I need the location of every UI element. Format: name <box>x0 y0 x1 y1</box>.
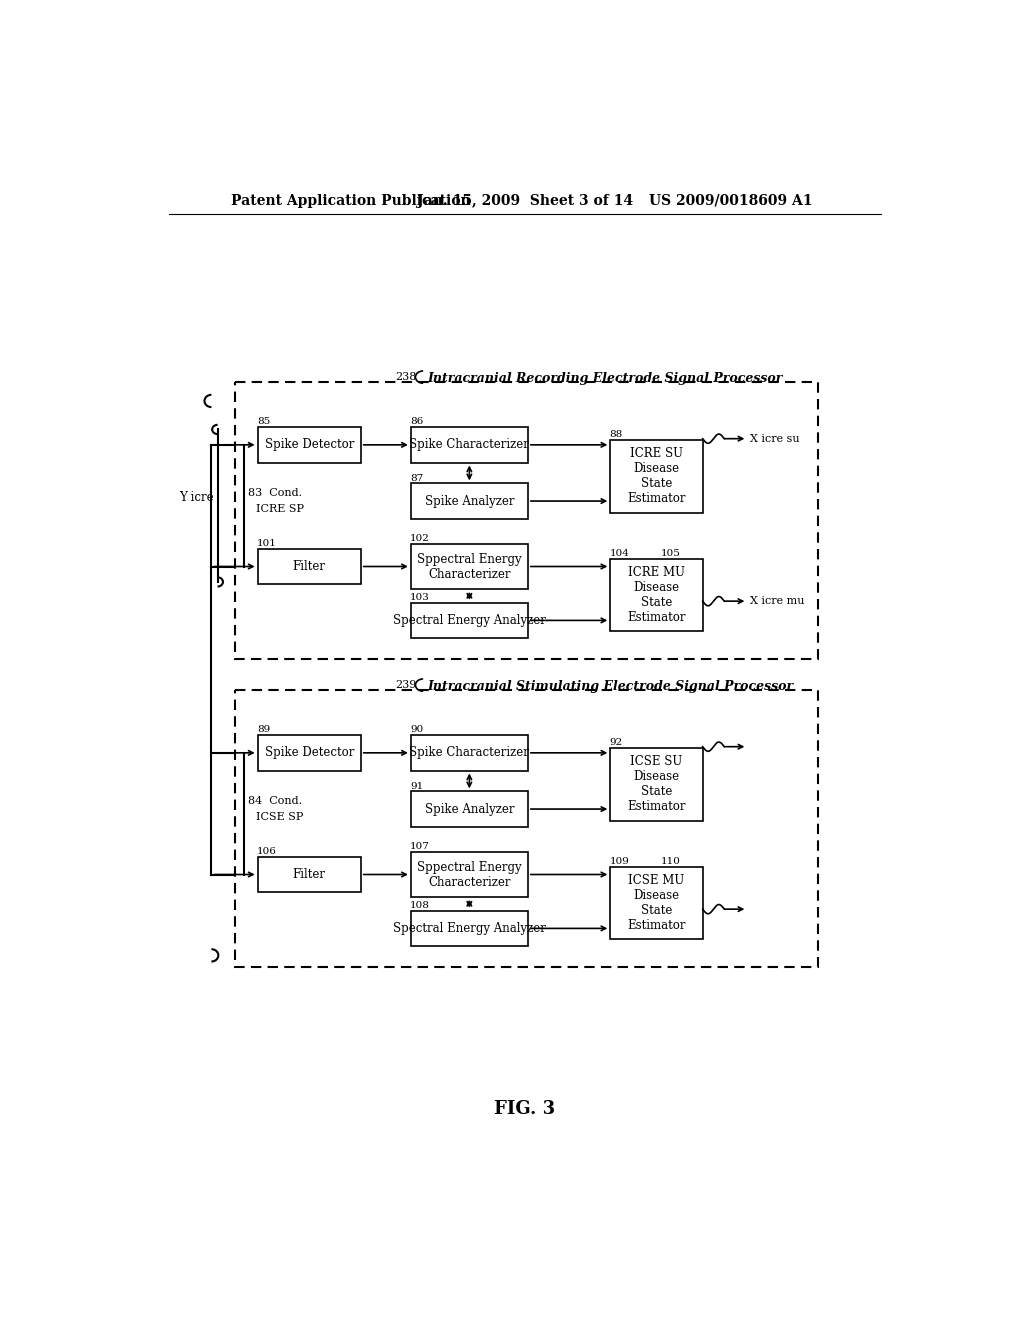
Text: Sppectral Energy
Characterizer: Sppectral Energy Characterizer <box>417 861 521 888</box>
Bar <box>411 853 528 896</box>
Text: Spike Characterizer: Spike Characterizer <box>410 746 529 759</box>
Bar <box>411 544 528 589</box>
Text: ICSE SP: ICSE SP <box>256 812 303 822</box>
Bar <box>610 867 702 940</box>
Bar <box>411 792 528 826</box>
Text: Patent Application Publication: Patent Application Publication <box>230 194 470 207</box>
Text: 90: 90 <box>410 726 423 734</box>
Text: Spectral Energy Analyzer: Spectral Energy Analyzer <box>393 921 546 935</box>
Text: Intracranial Recording Electrode Signal Processor: Intracranial Recording Electrode Signal … <box>428 372 783 384</box>
Text: 83  Cond.: 83 Cond. <box>249 488 302 499</box>
Text: 91: 91 <box>410 781 423 791</box>
Text: Y icre: Y icre <box>179 491 213 504</box>
Bar <box>610 748 702 821</box>
Text: ICSE MU
Disease
State
Estimator: ICSE MU Disease State Estimator <box>628 874 686 932</box>
Bar <box>258 735 360 771</box>
Bar <box>411 483 528 519</box>
Text: 85: 85 <box>257 417 270 426</box>
Text: 104: 104 <box>609 549 630 558</box>
Text: Filter: Filter <box>293 869 326 880</box>
Text: 109: 109 <box>609 857 630 866</box>
Bar <box>411 428 528 462</box>
Text: 238: 238 <box>395 372 417 381</box>
Text: ICSE SU
Disease
State
Estimator: ICSE SU Disease State Estimator <box>628 755 686 813</box>
Text: Intracranial Stimulating Electrode Signal Processor: Intracranial Stimulating Electrode Signa… <box>428 680 794 693</box>
Text: 92: 92 <box>609 738 623 747</box>
Text: Filter: Filter <box>293 560 326 573</box>
Text: 89: 89 <box>257 726 270 734</box>
Text: 106: 106 <box>257 847 276 855</box>
Text: 110: 110 <box>662 857 681 866</box>
Text: 88: 88 <box>609 430 623 440</box>
Bar <box>610 558 702 631</box>
Text: 105: 105 <box>662 549 681 558</box>
Text: 102: 102 <box>410 535 430 544</box>
Text: X icre mu: X icre mu <box>751 597 805 606</box>
Text: US 2009/0018609 A1: US 2009/0018609 A1 <box>648 194 812 207</box>
Bar <box>411 911 528 946</box>
Text: X icre su: X icre su <box>751 434 800 444</box>
Text: Jan. 15, 2009  Sheet 3 of 14: Jan. 15, 2009 Sheet 3 of 14 <box>417 194 633 207</box>
Text: ICRE MU
Disease
State
Estimator: ICRE MU Disease State Estimator <box>628 566 686 624</box>
Bar <box>610 441 702 512</box>
Text: Spike Analyzer: Spike Analyzer <box>425 495 514 508</box>
Bar <box>234 381 818 659</box>
Text: 108: 108 <box>410 902 430 909</box>
Bar <box>258 857 360 892</box>
Text: 103: 103 <box>410 593 430 602</box>
Text: 107: 107 <box>410 842 430 851</box>
Text: ICRE SU
Disease
State
Estimator: ICRE SU Disease State Estimator <box>628 447 686 506</box>
Bar <box>411 603 528 638</box>
Bar <box>258 428 360 462</box>
Text: Spike Detector: Spike Detector <box>264 438 354 451</box>
Text: 87: 87 <box>410 474 423 483</box>
Text: Spike Detector: Spike Detector <box>264 746 354 759</box>
Text: ICRE SP: ICRE SP <box>256 504 304 513</box>
Text: 86: 86 <box>410 417 423 426</box>
Text: FIG. 3: FIG. 3 <box>495 1101 555 1118</box>
Bar <box>234 689 818 966</box>
Text: Spike Analyzer: Spike Analyzer <box>425 803 514 816</box>
Bar <box>411 735 528 771</box>
Text: 239: 239 <box>395 680 417 689</box>
Text: Sppectral Energy
Characterizer: Sppectral Energy Characterizer <box>417 553 521 581</box>
Text: Spectral Energy Analyzer: Spectral Energy Analyzer <box>393 614 546 627</box>
Text: Spike Characterizer: Spike Characterizer <box>410 438 529 451</box>
Text: 101: 101 <box>257 539 276 548</box>
Text: 84  Cond.: 84 Cond. <box>249 796 302 807</box>
Bar <box>258 549 360 585</box>
